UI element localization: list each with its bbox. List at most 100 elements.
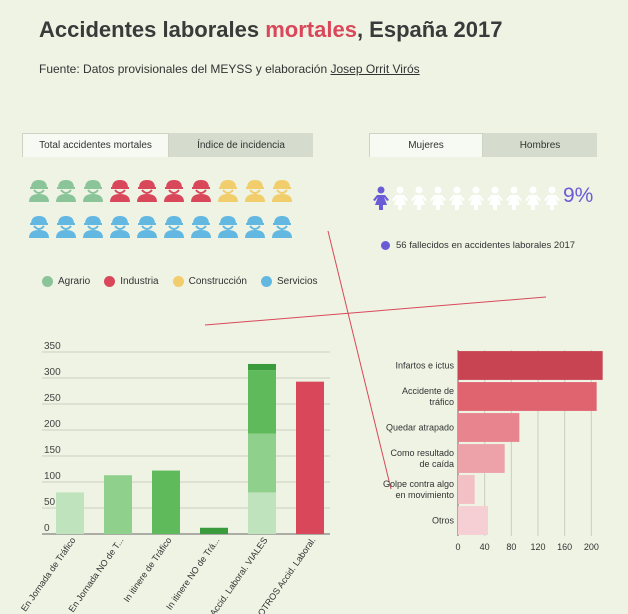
y-tick-label: 0 [44, 523, 50, 534]
y-tick-label: Golpe contra algo [383, 479, 454, 489]
legend-label: Construcción [188, 276, 247, 287]
legend-dot-icon [260, 276, 272, 287]
accidents-bar-chart: 0 50 100 150 200 250 300 350 En Jornada de Tráfi… [19, 341, 330, 614]
woman-empty-icon [411, 186, 427, 210]
divider-line-vertical [327, 230, 392, 490]
bar-segment[interactable] [248, 370, 276, 434]
people-row [28, 178, 293, 202]
worker-icon [82, 178, 104, 202]
legend-dot-icon [104, 276, 116, 287]
bar-segment[interactable] [296, 381, 324, 534]
bar-segment[interactable] [248, 363, 276, 371]
legend-label: Industria [120, 276, 159, 287]
x-tick-label: En Jornada NO de T... [66, 535, 125, 614]
y-tick-label: 350 [44, 341, 61, 352]
woman-empty-icon [468, 186, 484, 210]
y-tick-label: Otros [432, 516, 455, 526]
people-pictogram [28, 178, 293, 250]
worker-icon [244, 214, 266, 238]
bar[interactable] [458, 382, 597, 411]
worker-icon [136, 214, 158, 238]
y-tick-label: de caída [419, 459, 454, 469]
x-tick-label: 40 [480, 542, 490, 552]
x-tick-label: In itinere de Tráfico [122, 535, 174, 603]
legend-item[interactable]: Servicios [260, 276, 318, 287]
women-percent: 9% [563, 184, 594, 207]
legend-item[interactable]: Industria [104, 276, 159, 287]
bar-segment[interactable] [248, 433, 276, 493]
sector-legend: Agrario Industria Construcción Servicios [42, 276, 318, 287]
y-tick-label: en movimiento [395, 490, 454, 500]
worker-icon [163, 214, 185, 238]
y-tick-label: Como resultado [390, 448, 454, 458]
worker-icon [28, 178, 50, 202]
y-tick-label: 150 [44, 445, 61, 456]
worker-icon [55, 178, 77, 202]
bar-segment[interactable] [152, 470, 180, 534]
bar[interactable] [458, 413, 520, 442]
worker-icon [190, 214, 212, 238]
worker-icon [136, 178, 158, 202]
y-tick-label: Accidente de [402, 386, 454, 396]
bar[interactable] [458, 506, 488, 535]
causes-bar-chart: 0 40 80 120 160 200 Infartos e ictus Accidente … [383, 350, 603, 552]
worker-icon [244, 178, 266, 202]
woman-empty-icon [506, 186, 522, 210]
bar-segment[interactable] [200, 527, 228, 534]
women-note: 56 fallecidos en accidentes laborales 20… [381, 240, 575, 251]
legend-item[interactable]: Agrario [42, 276, 90, 287]
woman-empty-icon [449, 186, 465, 210]
y-tick-label: tráfico [429, 397, 454, 407]
y-tick-label: 200 [44, 419, 61, 430]
bar[interactable] [458, 351, 603, 380]
author-link[interactable]: Josep Orrit Virós [330, 62, 420, 76]
x-tick-label: 120 [530, 542, 545, 552]
left-tabs: Total accidentes mortales Índice de inci… [22, 133, 313, 157]
women-dot-icon [381, 241, 390, 250]
y-tick-label: 250 [44, 393, 61, 404]
worker-icon [271, 178, 293, 202]
woman-empty-icon [487, 186, 503, 210]
bar-segment[interactable] [104, 475, 132, 534]
people-row [28, 214, 293, 238]
bar[interactable] [458, 475, 475, 504]
worker-icon [190, 178, 212, 202]
right-tabs: Mujeres Hombres [369, 133, 597, 157]
worker-icon [217, 214, 239, 238]
source-line: Fuente: Datos provisionales del MEYSS y … [39, 62, 420, 76]
x-tick-label: In itinere NO de Trá... [164, 535, 222, 611]
y-tick-label: Infartos e ictus [395, 361, 454, 371]
bar-segment[interactable] [248, 492, 276, 534]
legend-label: Servicios [276, 276, 318, 287]
tab-hombres[interactable]: Hombres [483, 133, 597, 157]
bar-segment[interactable] [56, 492, 84, 534]
y-tick-label: 50 [44, 497, 56, 508]
x-tick-label: 0 [455, 542, 460, 552]
worker-icon [217, 178, 239, 202]
y-tick-label: 300 [44, 367, 61, 378]
title-highlight: mortales [265, 17, 357, 42]
legend-dot-icon [172, 276, 184, 287]
woman-empty-icon [430, 186, 446, 210]
woman-filled-icon [373, 186, 389, 210]
tab-total-accidentes[interactable]: Total accidentes mortales [22, 133, 169, 157]
divider-line-horizontal [204, 296, 547, 326]
legend-item[interactable]: Construcción [172, 276, 247, 287]
worker-icon [109, 178, 131, 202]
y-tick-label: Quedar atrapado [386, 423, 454, 433]
worker-icon [109, 214, 131, 238]
y-tick-label: 100 [44, 471, 61, 482]
bar[interactable] [458, 444, 505, 473]
legend-label: Agrario [58, 276, 91, 287]
x-tick-label: 80 [506, 542, 516, 552]
worker-icon [82, 214, 104, 238]
women-pictogram [372, 186, 562, 210]
tab-mujeres[interactable]: Mujeres [369, 133, 483, 157]
woman-empty-icon [525, 186, 541, 210]
x-tick-label: En Jornada de Tráfico [19, 535, 78, 613]
x-tick-label: 200 [584, 542, 599, 552]
tab-indice-incidencia[interactable]: Índice de incidencia [169, 133, 313, 157]
woman-empty-icon [544, 186, 560, 210]
page-title: Accidentes laborales mortales, España 20… [39, 17, 503, 42]
worker-icon [55, 214, 77, 238]
